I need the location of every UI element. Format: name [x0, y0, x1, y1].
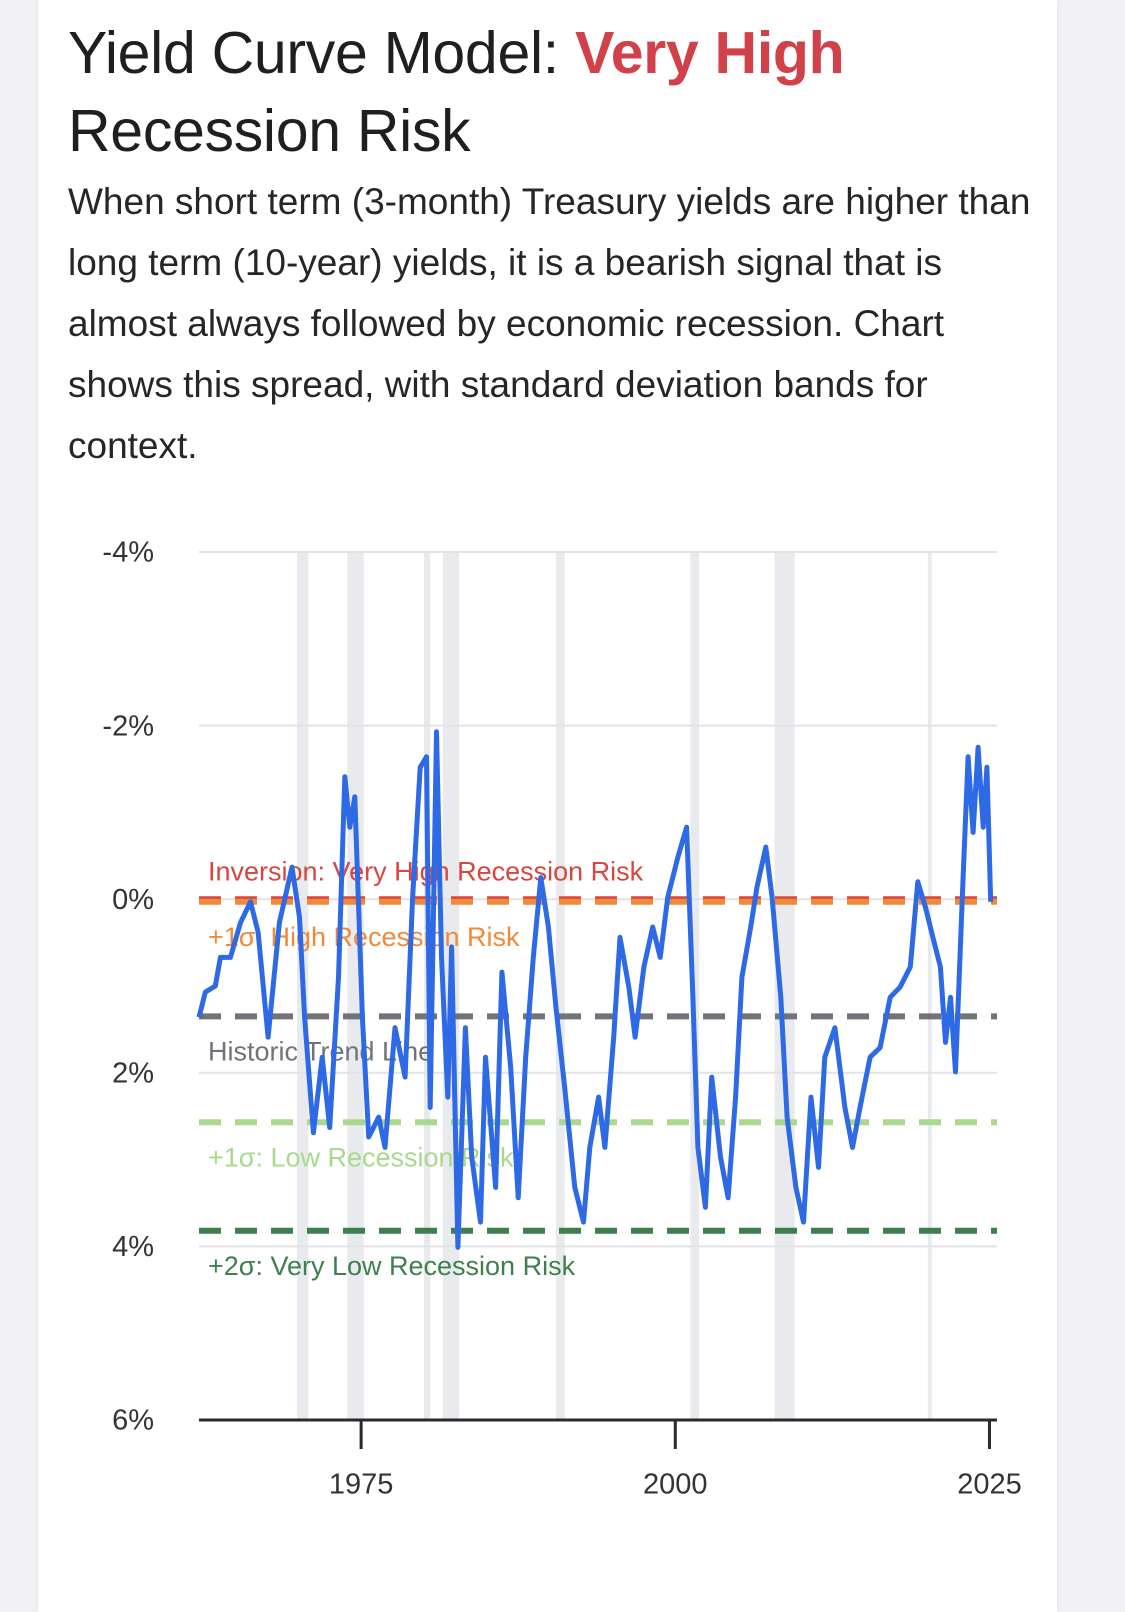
recession-band [774, 552, 795, 1420]
recession-band [347, 552, 364, 1420]
reference-label: +1σ: Low Recession Risk [208, 1142, 514, 1172]
y-tick-label: 2% [112, 1057, 154, 1089]
title-prefix: Yield Curve Model: [68, 20, 575, 86]
recession-band [555, 552, 565, 1420]
reference-label: +2σ: Very Low Recession Risk [208, 1251, 576, 1281]
recession-band [927, 552, 932, 1420]
y-tick-label: 6% [112, 1405, 154, 1437]
title-highlight: Very High [574, 20, 845, 86]
description: When short term (3-month) Treasury yield… [68, 181, 1031, 466]
x-tick-label: 1975 [329, 1469, 394, 1501]
x-tick-label: 2000 [643, 1469, 708, 1501]
y-tick-label: 4% [112, 1231, 154, 1263]
y-tick-label: -4% [102, 537, 154, 569]
x-tick-label: 2025 [957, 1469, 1022, 1501]
y-tick-label: 0% [112, 884, 154, 916]
card: Yield Curve Model: Very High Recession R… [38, 0, 1057, 1612]
title: Yield Curve Model: Very High Recession R… [68, 14, 1028, 170]
y-tick-label: -2% [102, 710, 154, 742]
data-line [196, 729, 994, 1250]
title-suffix: Recession Risk [68, 98, 471, 164]
